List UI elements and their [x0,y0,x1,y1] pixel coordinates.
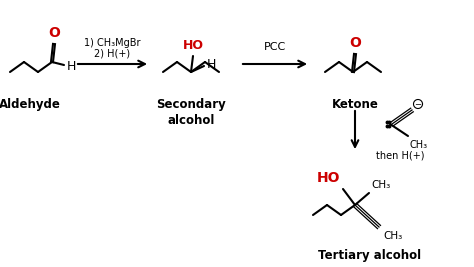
Text: PCC: PCC [264,42,286,52]
Text: HO: HO [317,171,340,185]
Text: Tertiary alcohol: Tertiary alcohol [319,249,421,262]
Text: 1) CH₃MgBr: 1) CH₃MgBr [84,38,140,48]
Text: Secondary
alcohol: Secondary alcohol [156,98,226,127]
Text: H: H [207,58,216,72]
Text: Aldehyde: Aldehyde [0,98,61,111]
Text: 2) H(+): 2) H(+) [94,48,130,58]
Text: −: − [414,100,421,109]
Text: Ketone: Ketone [331,98,378,111]
Text: CH₃: CH₃ [383,231,402,241]
Text: O: O [48,26,60,40]
Text: CH₃: CH₃ [410,140,428,150]
Text: O: O [349,36,361,50]
Text: CH₃: CH₃ [371,180,390,190]
Text: then H(+): then H(+) [376,150,424,160]
Text: HO: HO [182,39,203,52]
Text: H: H [67,60,76,73]
